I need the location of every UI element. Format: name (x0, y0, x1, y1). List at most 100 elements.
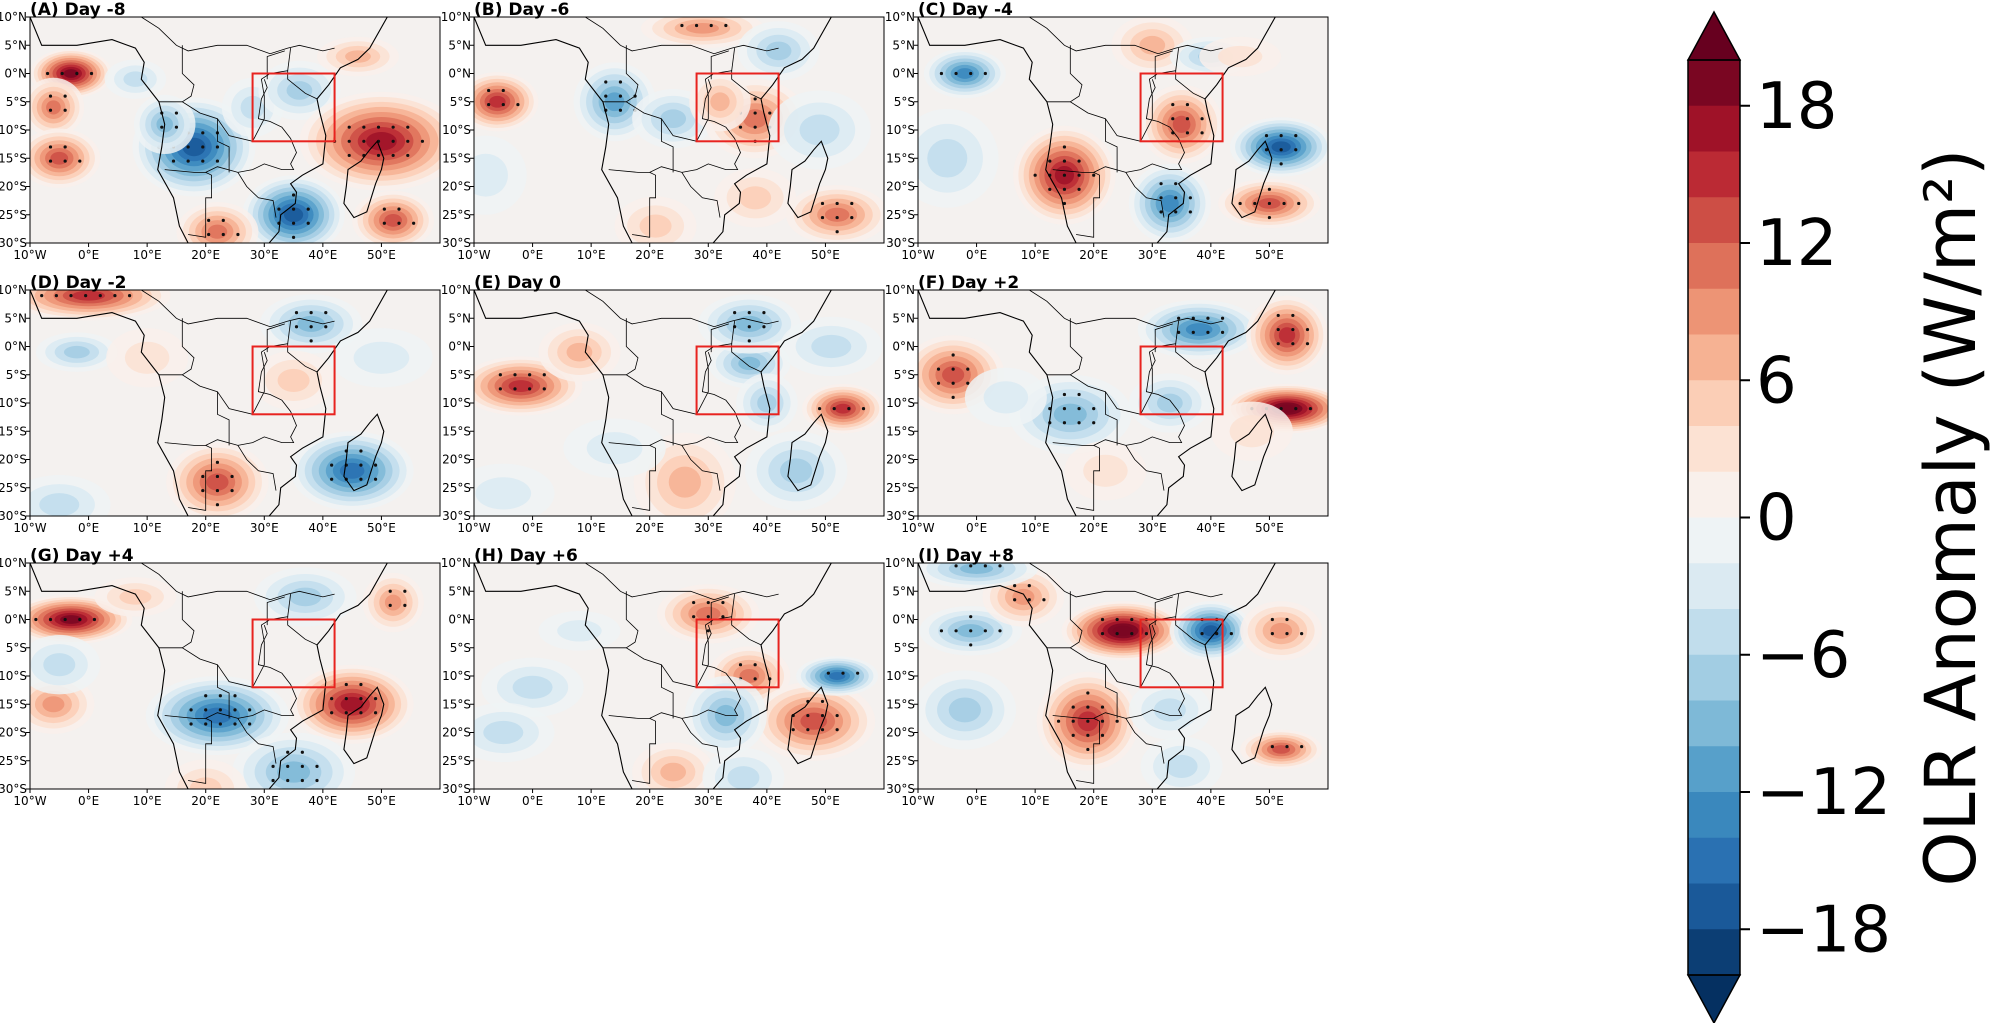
x-tick-label: 40°E (752, 248, 781, 262)
country-border (1069, 318, 1083, 376)
y-tick-label: 15°S (442, 697, 471, 711)
contour-level (339, 462, 365, 479)
panel-0: (A) Day -8 10°W 0°E 10°E 20°E 30°E 40°E 50°E 10°… (0, 0, 441, 262)
stipple-dot (1276, 313, 1280, 318)
anomaly-blob (796, 656, 879, 696)
y-tick-label: 30°S (0, 782, 27, 796)
panel-title: (C) Day -4 (918, 0, 1013, 20)
contour-level (1083, 454, 1128, 487)
y-tick-label: 25°S (442, 754, 471, 768)
stipple-dot (969, 615, 973, 619)
y-tick-label: 5°N (892, 311, 915, 325)
stipple-dot (1077, 173, 1081, 177)
coastline (474, 563, 884, 789)
significance-dots (1177, 316, 1225, 334)
contour-level (63, 69, 79, 78)
stipple-dot (1200, 131, 1204, 135)
stipple-dot (762, 311, 766, 315)
x-tick-label: 20°E (191, 248, 220, 262)
significance-dots (1159, 182, 1192, 214)
stipple-dot (309, 311, 313, 315)
stipple-dot (1220, 316, 1225, 320)
y-tick-label: 30°S (886, 236, 915, 250)
coastline (30, 17, 440, 243)
stipple-dot (215, 159, 220, 163)
panel-4: (E) Day 0 10°W 0°E 10°E 20°E 30°E 40°E 50°E 10°N… (441, 273, 885, 535)
stipple-dot (397, 221, 401, 225)
stipple-dot (1215, 632, 1219, 636)
stipple-dot (1185, 117, 1190, 121)
contour-level (119, 589, 152, 605)
stipple-dot (127, 294, 132, 298)
y-tick-label: 5°N (892, 584, 915, 598)
country-border (188, 172, 213, 238)
colorbar-segment (1688, 883, 1740, 930)
stipple-dot (207, 232, 211, 237)
y-tick-label: 10°N (441, 556, 471, 570)
x-tick-label: 20°E (1079, 794, 1108, 808)
anomaly-blob (737, 21, 820, 81)
stipple-dot (1297, 201, 1301, 206)
y-tick-label: 30°S (442, 509, 471, 523)
y-tick-label: 25°S (886, 208, 915, 222)
stipple-dot (397, 207, 401, 211)
stipple-dot (1086, 747, 1090, 752)
significance-dots (954, 564, 1002, 568)
y-tick-label: 5°S (6, 368, 27, 382)
stipple-dot (1270, 745, 1274, 749)
stipple-dot (1062, 392, 1067, 397)
colorbar-segment (1688, 334, 1740, 381)
stipple-dot (294, 311, 299, 315)
anomaly-blob (1061, 601, 1185, 661)
stipple-dot (60, 71, 64, 76)
x-tick-label: 50°E (1255, 248, 1284, 262)
x-tick-label: 10°W (13, 248, 46, 262)
country-border (1069, 591, 1083, 649)
anomaly-blob (689, 72, 751, 132)
stipple-dot (1071, 705, 1075, 709)
anomaly-blob (657, 584, 760, 644)
y-tick-label: 5°S (894, 95, 915, 109)
stipple-dot (271, 764, 275, 769)
contour-level (557, 620, 602, 642)
significance-dots (498, 373, 546, 391)
stipple-dot (215, 460, 220, 464)
y-tick-label: 15°S (442, 151, 471, 165)
stipple-dot (373, 463, 378, 467)
stipple-dot (291, 235, 296, 239)
country-border (602, 616, 762, 688)
x-tick-label: 30°E (250, 794, 279, 808)
stipple-dot (403, 603, 407, 607)
anomaly-blob (481, 657, 584, 717)
x-tick-label: 40°E (752, 521, 781, 535)
anomaly-blob (145, 676, 290, 756)
stipple-dot (1115, 719, 1119, 723)
country-border (661, 118, 674, 173)
stipple-dot (738, 125, 743, 129)
stipple-dot (1062, 421, 1067, 425)
stipple-dot (1291, 313, 1295, 318)
stipple-dot (939, 71, 944, 76)
stipple-dot (1291, 327, 1295, 332)
stipple-dot (1115, 617, 1119, 622)
stipple-dot (201, 474, 205, 479)
stipple-dot (835, 215, 839, 220)
stipple-dot (791, 728, 795, 732)
stipple-dot (48, 94, 53, 98)
coastline (30, 290, 440, 516)
stipple-dot (359, 463, 363, 467)
stipple-dot (850, 215, 854, 220)
stipple-dot (347, 125, 351, 129)
contour-level (277, 761, 311, 783)
stipple-dot (388, 603, 392, 607)
stipple-dot (1174, 196, 1178, 200)
x-tick-label: 10°E (577, 521, 606, 535)
stipple-dot (1285, 617, 1289, 622)
colorbar-tick-label: 6 (1756, 344, 1797, 418)
anomaly-blob (698, 294, 801, 354)
y-tick-label: 20°S (886, 726, 915, 740)
stipple-dot (706, 615, 710, 619)
y-tick-label: 5°N (448, 311, 471, 325)
x-tick-label: 50°E (811, 521, 840, 535)
stipple-dot (1300, 632, 1304, 636)
